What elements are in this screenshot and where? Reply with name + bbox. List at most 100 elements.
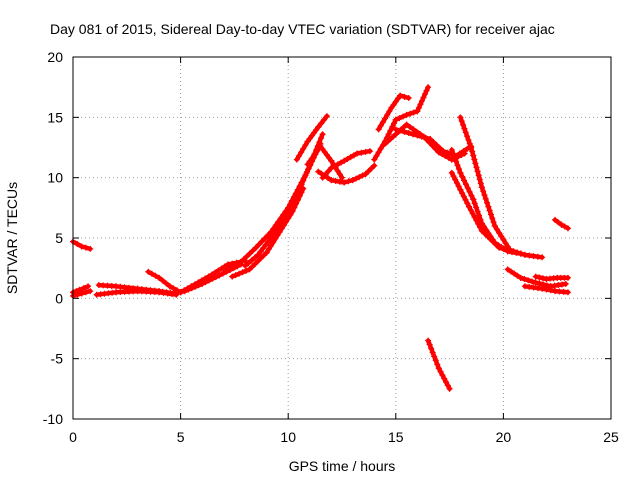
data-point: [304, 161, 311, 168]
data-point: [339, 174, 345, 181]
data-point: [435, 149, 442, 156]
data-point: [536, 280, 543, 287]
data-point: [410, 131, 417, 138]
data-point: [534, 253, 541, 260]
data-point: [306, 158, 313, 165]
data-point: [425, 84, 432, 91]
data-point: [359, 172, 366, 179]
data-point: [230, 261, 237, 268]
data-point: [148, 270, 155, 277]
data-point: [521, 283, 528, 290]
data-point: [258, 238, 265, 245]
data-point: [511, 270, 518, 277]
data-point: [392, 126, 399, 133]
x-tick-label: 0: [69, 429, 77, 445]
data-point: [263, 249, 270, 256]
data-point: [245, 260, 252, 267]
data-point: [246, 266, 253, 273]
data-point: [481, 192, 488, 199]
data-point: [469, 210, 476, 217]
data-point: [315, 123, 322, 130]
data-points: [70, 84, 571, 392]
data-point: [504, 266, 511, 273]
data-point: [461, 125, 468, 132]
data-point: [493, 226, 500, 233]
data-point: [236, 270, 243, 277]
data-point: [459, 173, 466, 180]
data-point: [475, 220, 482, 227]
x-tick-label: 15: [388, 429, 404, 445]
data-point: [293, 200, 300, 207]
data-point: [476, 176, 483, 183]
y-tick-label: 10: [47, 170, 63, 186]
x-tick-label: 10: [280, 429, 296, 445]
data-point: [168, 291, 175, 298]
data-point: [280, 222, 287, 229]
chart-title: Day 081 of 2015, Sidereal Day-to-day VTE…: [50, 21, 555, 37]
data-point: [74, 291, 81, 298]
data-point: [462, 181, 469, 188]
data-point: [464, 185, 471, 192]
data-point: [530, 253, 537, 260]
data-point: [321, 116, 328, 123]
data-point: [336, 178, 343, 185]
data-point: [252, 244, 259, 251]
data-point: [418, 97, 425, 104]
data-point: [164, 290, 171, 297]
data-point: [518, 250, 525, 257]
data-point: [382, 115, 389, 122]
data-point: [422, 134, 429, 141]
data-point: [434, 361, 441, 368]
data-point: [319, 174, 326, 181]
data-point: [478, 184, 485, 191]
data-point: [156, 289, 163, 296]
data-point: [215, 267, 222, 274]
data-point: [473, 217, 480, 224]
x-tick-label: 5: [177, 429, 185, 445]
data-point: [365, 168, 372, 175]
data-point: [446, 385, 453, 392]
data-point: [485, 203, 492, 210]
data-point: [293, 156, 300, 163]
data-point: [341, 179, 348, 186]
data-point: [433, 142, 440, 149]
data-point: [212, 274, 219, 281]
data-point: [457, 169, 464, 176]
data-point: [216, 272, 223, 279]
data-point: [287, 211, 294, 218]
data-point: [465, 136, 472, 143]
data-point: [371, 156, 378, 163]
data-point: [377, 122, 384, 129]
data-point: [323, 113, 330, 120]
data-point: [539, 285, 546, 292]
data-point: [331, 163, 338, 170]
data-point: [373, 152, 380, 159]
data-point: [552, 216, 559, 223]
data-point: [467, 207, 474, 214]
data-point: [265, 246, 272, 253]
data-point: [450, 173, 457, 180]
data-point: [170, 285, 177, 292]
data-point: [493, 241, 500, 248]
data-point: [249, 247, 256, 254]
grid-lines: [73, 57, 611, 419]
x-tick-label: 25: [603, 429, 619, 445]
data-point: [337, 159, 344, 166]
data-point: [78, 243, 85, 250]
data-point: [498, 233, 505, 240]
data-point: [490, 219, 497, 226]
data-point: [285, 215, 292, 222]
data-point: [87, 245, 94, 252]
data-point: [298, 181, 305, 188]
data-point: [452, 176, 459, 183]
data-point: [328, 177, 335, 184]
data-point: [461, 177, 468, 184]
data-point: [536, 274, 543, 281]
data-point: [460, 193, 467, 200]
data-point: [159, 277, 166, 284]
data-point: [229, 273, 236, 280]
data-point: [311, 152, 318, 159]
data-point: [377, 145, 384, 152]
data-point: [174, 287, 181, 294]
data-point: [481, 230, 488, 237]
